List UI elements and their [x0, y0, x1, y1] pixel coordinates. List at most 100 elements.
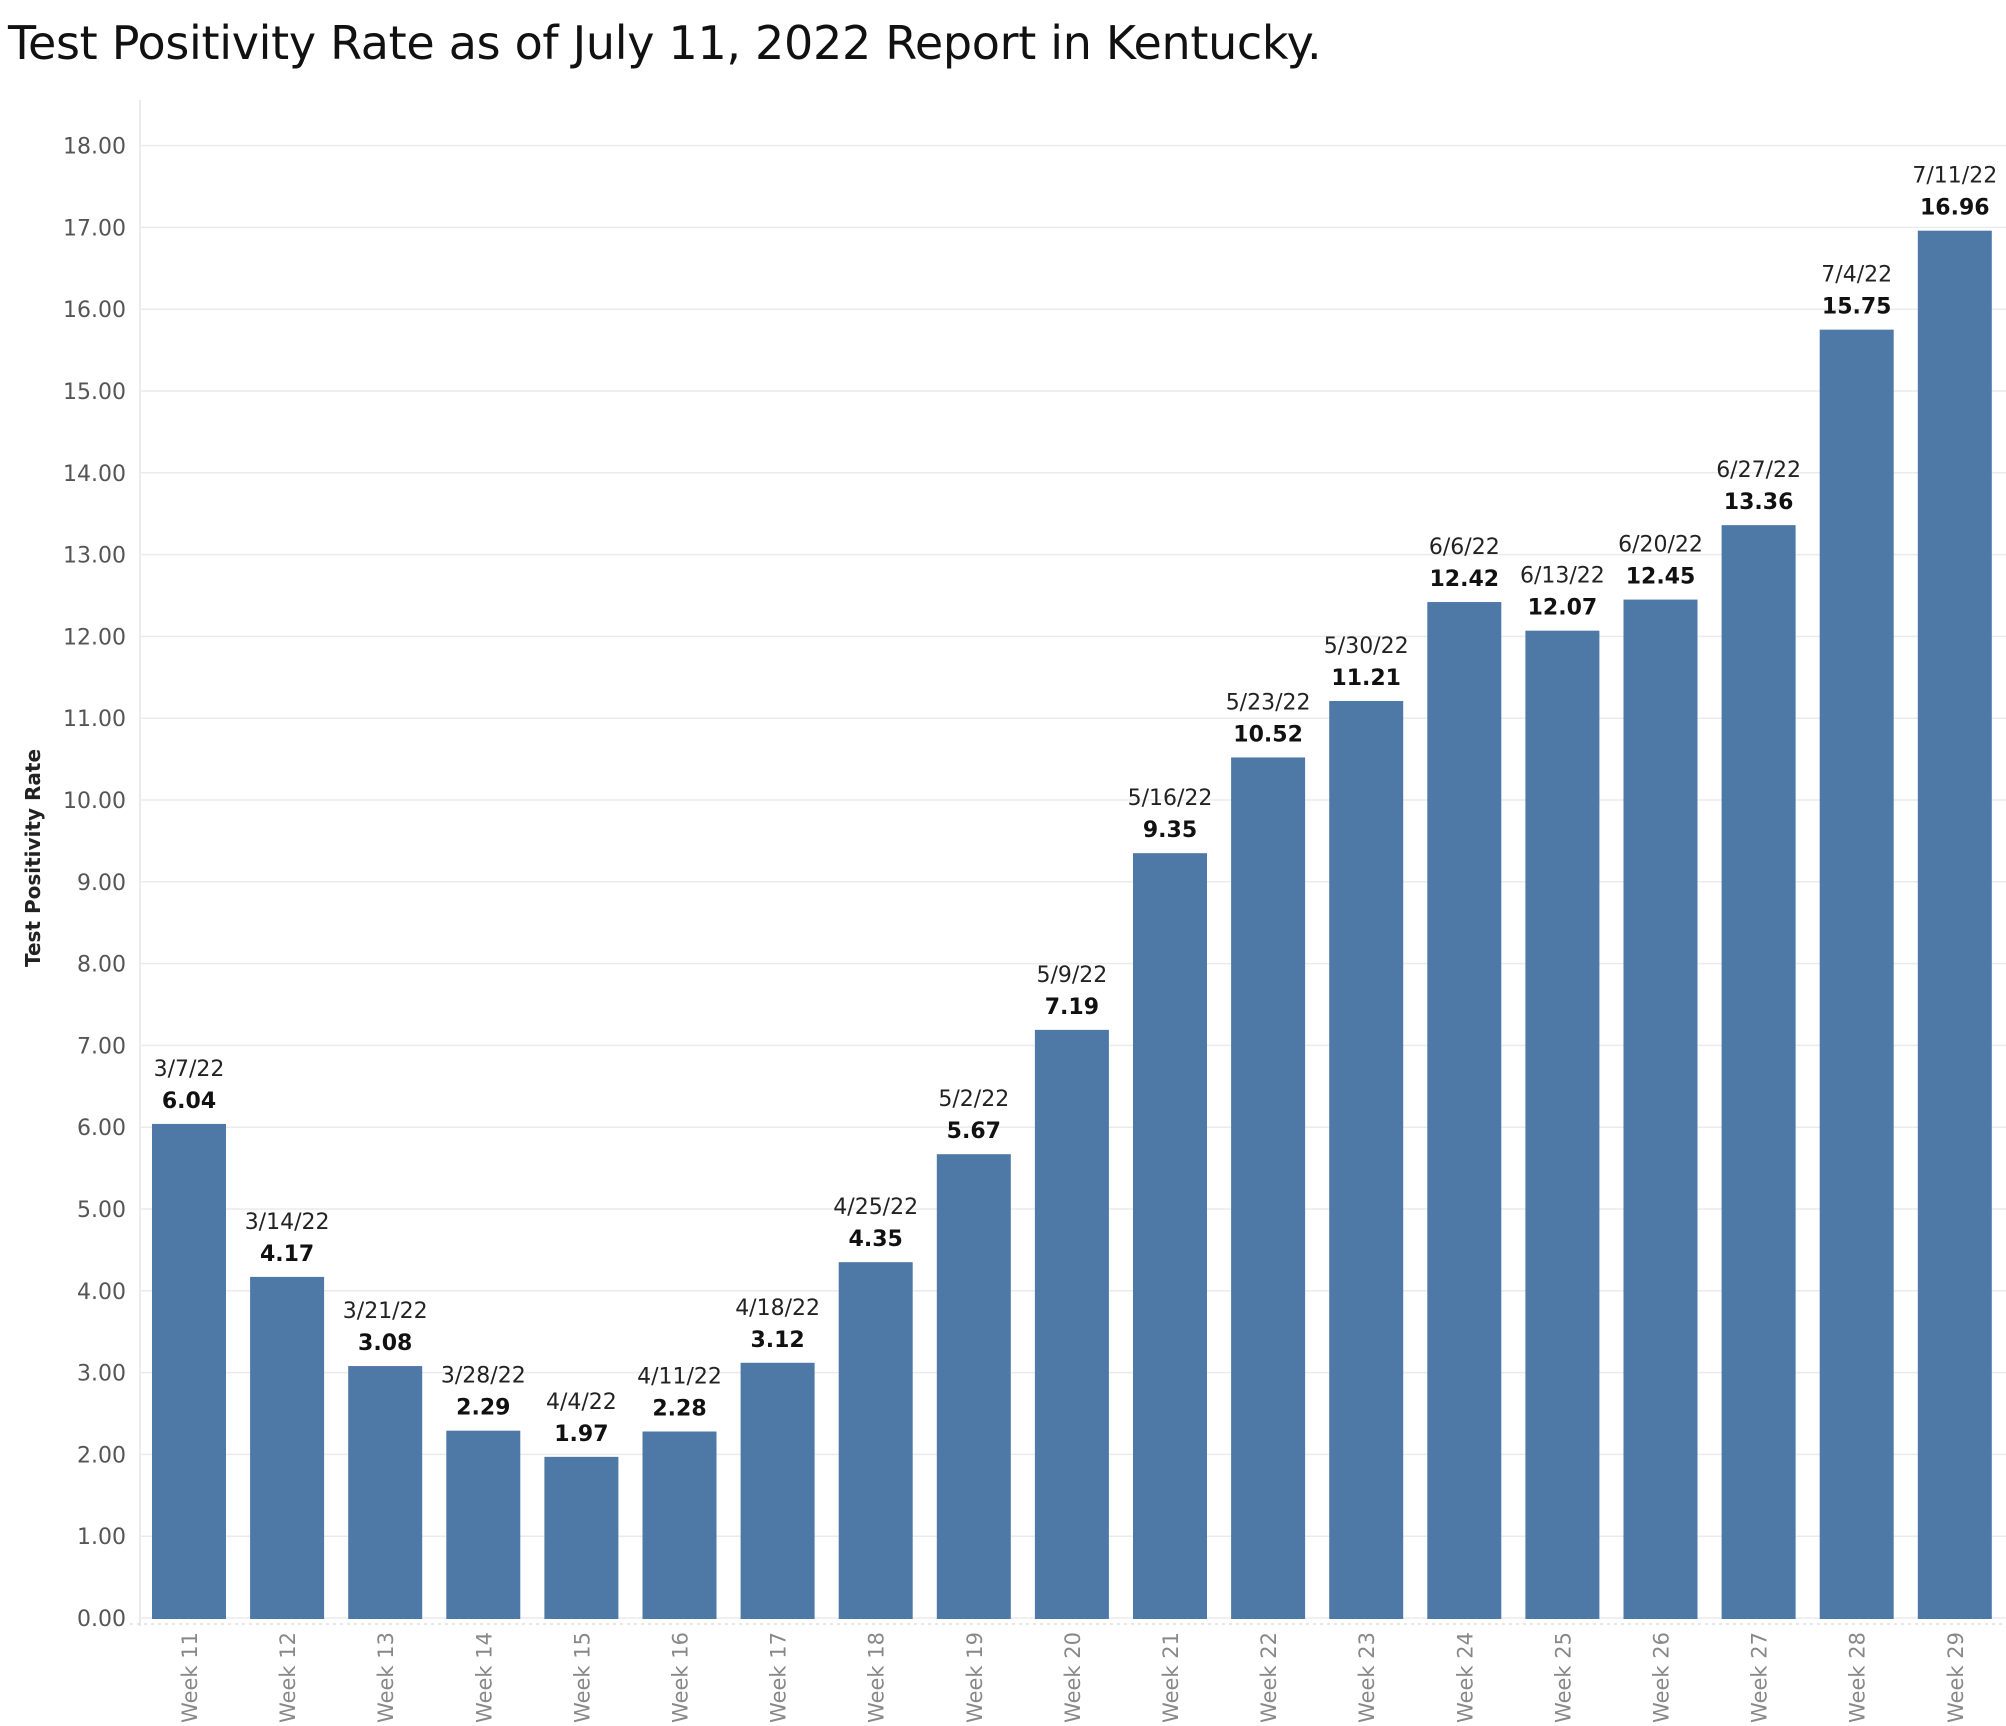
bar-date-label: 5/2/22: [938, 1087, 1009, 1112]
bar: [348, 1366, 423, 1619]
bar-value-label: 12.45: [1626, 565, 1696, 590]
bar-value-label: 6.04: [162, 1089, 216, 1114]
y-axis-ticks: 0.00 1.00 2.00 3.00 4.00 5.00 6.00 7.00 8.00 9.00…: [63, 135, 126, 1632]
x-axis-ticks: Week 11 Week 12 Week 13 Week 14 Week 15 Week …: [178, 1632, 1968, 1723]
bar: [1721, 525, 1796, 1619]
bar-value-label: 15.75: [1822, 295, 1892, 320]
bar-date-label: 5/30/22: [1324, 634, 1409, 659]
chart-title: Test Positivity Rate as of July 11, 2022…: [8, 16, 1322, 70]
x-tick-label: Week 20: [1061, 1632, 1085, 1723]
y-tick-label: 2.00: [77, 1443, 126, 1468]
bars: [152, 230, 1992, 1619]
x-tick-label: Week 12: [276, 1632, 300, 1723]
bar-value-label: 10.52: [1233, 722, 1303, 747]
y-tick-label: 12.00: [63, 625, 126, 650]
bar: [1917, 230, 1992, 1619]
bar-value-label: 3.12: [750, 1328, 804, 1353]
bar-date-label: 6/13/22: [1520, 564, 1605, 589]
x-tick-label: Week 14: [472, 1632, 496, 1723]
bar: [642, 1431, 717, 1619]
y-tick-label: 0.00: [77, 1607, 126, 1632]
y-tick-label: 11.00: [63, 707, 126, 732]
x-tick-label: Week 18: [865, 1632, 889, 1723]
bar-value-label: 7.19: [1045, 995, 1099, 1020]
bar-value-label: 5.67: [947, 1119, 1001, 1144]
bar: [1231, 757, 1306, 1619]
y-tick-label: 8.00: [77, 953, 126, 978]
bar-date-label: 5/23/22: [1226, 690, 1311, 715]
y-tick-label: 3.00: [77, 1362, 126, 1387]
bar-value-label: 2.29: [456, 1396, 510, 1421]
bar-value-label: 12.42: [1430, 567, 1500, 592]
bar-date-label: 4/25/22: [833, 1195, 918, 1220]
x-tick-label: Week 22: [1257, 1632, 1281, 1723]
y-tick-label: 16.00: [63, 298, 126, 323]
bar: [1525, 630, 1600, 1619]
x-tick-label: Week 23: [1355, 1632, 1379, 1723]
bar: [446, 1430, 521, 1619]
bar-value-label: 9.35: [1143, 818, 1197, 843]
x-tick-label: Week 27: [1748, 1632, 1772, 1723]
bar-date-label: 6/27/22: [1716, 458, 1801, 483]
y-tick-label: 5.00: [77, 1198, 126, 1223]
bar: [1427, 602, 1502, 1619]
y-tick-label: 1.00: [77, 1525, 126, 1550]
bar: [936, 1154, 1011, 1619]
x-tick-label: Week 24: [1453, 1632, 1477, 1723]
bar-date-label: 5/16/22: [1128, 786, 1213, 811]
y-tick-label: 10.00: [63, 789, 126, 814]
y-tick-label: 14.00: [63, 462, 126, 487]
bar-date-label: 7/4/22: [1821, 263, 1892, 288]
x-tick-label: Week 11: [178, 1632, 202, 1723]
bar-date-label: 6/6/22: [1429, 535, 1500, 560]
bar-value-label: 2.28: [652, 1396, 706, 1421]
x-tick-label: Week 29: [1944, 1632, 1968, 1723]
bar-date-label: 4/18/22: [735, 1296, 820, 1321]
x-tick-label: Week 19: [963, 1632, 987, 1723]
bar-date-label: 3/7/22: [154, 1057, 225, 1082]
bar-date-label: 3/28/22: [441, 1364, 526, 1389]
x-tick-label: Week 25: [1551, 1632, 1575, 1723]
y-tick-label: 13.00: [63, 544, 126, 569]
bar-value-label: 4.35: [849, 1227, 903, 1252]
bar: [152, 1123, 226, 1619]
bar: [544, 1456, 619, 1619]
bar: [1133, 853, 1207, 1619]
bar: [1034, 1029, 1109, 1619]
x-tick-label: Week 13: [374, 1632, 398, 1723]
bar: [838, 1262, 913, 1619]
y-tick-label: 9.00: [77, 871, 126, 896]
x-tick-label: Week 21: [1159, 1632, 1183, 1723]
bar-date-label: 6/20/22: [1618, 533, 1703, 558]
bar-date-label: 4/11/22: [637, 1364, 722, 1389]
bar-labels: 3/7/22 6.04 3/14/22 4.17 3/21/22 3.08 3/28/22 2…: [154, 164, 1998, 1447]
x-tick-label: Week 28: [1846, 1632, 1870, 1723]
y-tick-label: 18.00: [63, 135, 126, 160]
bar-date-label: 3/14/22: [245, 1210, 330, 1235]
y-tick-label: 7.00: [77, 1034, 126, 1059]
y-tick-label: 15.00: [63, 380, 126, 405]
x-tick-label: Week 17: [767, 1632, 791, 1723]
bar-value-label: 16.96: [1920, 196, 1990, 221]
bar-value-label: 12.07: [1528, 596, 1598, 621]
bar: [1623, 599, 1698, 1619]
bar-value-label: 13.36: [1724, 490, 1794, 515]
y-tick-label: 6.00: [77, 1116, 126, 1141]
bar-date-label: 3/21/22: [343, 1299, 428, 1324]
bar: [1329, 701, 1404, 1619]
x-tick-label: Week 16: [669, 1632, 693, 1723]
y-tick-label: 4.00: [77, 1280, 126, 1305]
bar-value-label: 3.08: [358, 1331, 412, 1356]
bar-value-label: 4.17: [260, 1242, 314, 1267]
bar-date-label: 7/11/22: [1912, 164, 1997, 189]
bar-date-label: 4/4/22: [546, 1390, 617, 1415]
bar: [250, 1276, 325, 1619]
bar-date-label: 5/9/22: [1036, 963, 1107, 988]
bar: [740, 1362, 815, 1619]
bar-value-label: 11.21: [1331, 666, 1401, 691]
y-tick-label: 17.00: [63, 216, 126, 241]
x-tick-label: Week 15: [570, 1632, 594, 1723]
y-axis-title: Test Positivity Rate: [21, 749, 45, 967]
bar-value-label: 1.97: [554, 1422, 608, 1447]
